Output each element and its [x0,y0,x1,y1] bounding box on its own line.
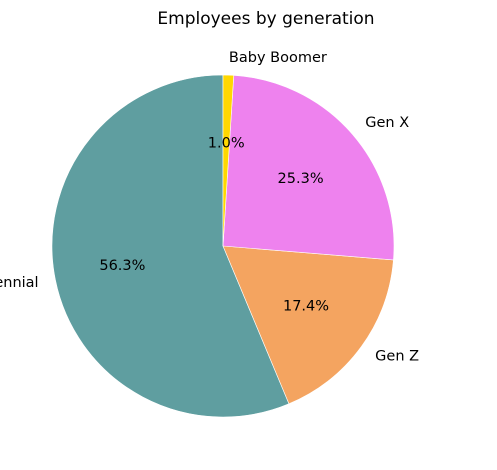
slice-label-millennial: Millennial [0,275,39,291]
slice-label-baby-boomer: Baby Boomer [229,50,327,66]
pct-label-gen-x: 25.3% [278,171,324,187]
chart-title: Employees by generation [157,9,374,29]
pct-label-baby-boomer: 1.0% [208,135,245,151]
pie-slice-baby-boomer [222,74,235,247]
pie-slices [51,74,395,418]
slice-label-gen-x: Gen X [365,115,409,131]
pct-label-millennial: 56.3% [99,258,145,274]
pie-slice-millennial [51,74,290,418]
pie-labels: Millennial 56.3% Gen Z 17.4% Gen X 25.3% Baby … [0,50,419,365]
pie-slice-gen-z [222,245,394,405]
pct-label-gen-z: 17.4% [283,298,329,314]
slice-label-gen-z: Gen Z [375,349,419,365]
pie-slice-gen-x [222,75,395,261]
